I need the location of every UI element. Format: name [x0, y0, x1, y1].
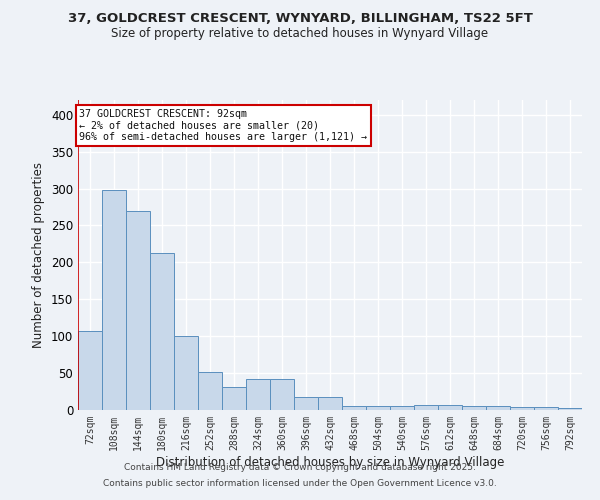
Bar	[102, 190, 126, 410]
Text: 37 GOLDCREST CRESCENT: 92sqm
← 2% of detached houses are smaller (20)
96% of sem: 37 GOLDCREST CRESCENT: 92sqm ← 2% of det…	[79, 109, 367, 142]
Bar	[486, 406, 510, 410]
Bar	[222, 387, 246, 410]
Bar	[462, 406, 486, 410]
Y-axis label: Number of detached properties: Number of detached properties	[32, 162, 46, 348]
Bar	[534, 407, 558, 410]
Bar	[390, 406, 414, 410]
Bar	[174, 336, 198, 410]
Bar	[558, 408, 582, 410]
Bar	[270, 379, 294, 410]
Bar	[126, 210, 150, 410]
Bar	[294, 396, 318, 410]
Text: Contains HM Land Registry data © Crown copyright and database right 2025.: Contains HM Land Registry data © Crown c…	[124, 464, 476, 472]
Text: Size of property relative to detached houses in Wynyard Village: Size of property relative to detached ho…	[112, 28, 488, 40]
Bar	[414, 405, 438, 410]
Text: 37, GOLDCREST CRESCENT, WYNYARD, BILLINGHAM, TS22 5FT: 37, GOLDCREST CRESCENT, WYNYARD, BILLING…	[68, 12, 532, 26]
Text: Contains public sector information licensed under the Open Government Licence v3: Contains public sector information licen…	[103, 478, 497, 488]
Bar	[510, 407, 534, 410]
X-axis label: Distribution of detached houses by size in Wynyard Village: Distribution of detached houses by size …	[156, 456, 504, 468]
Bar	[246, 379, 270, 410]
Bar	[150, 253, 174, 410]
Bar	[78, 331, 102, 410]
Bar	[318, 396, 342, 410]
Bar	[342, 406, 366, 410]
Bar	[366, 406, 390, 410]
Bar	[438, 405, 462, 410]
Bar	[198, 372, 222, 410]
